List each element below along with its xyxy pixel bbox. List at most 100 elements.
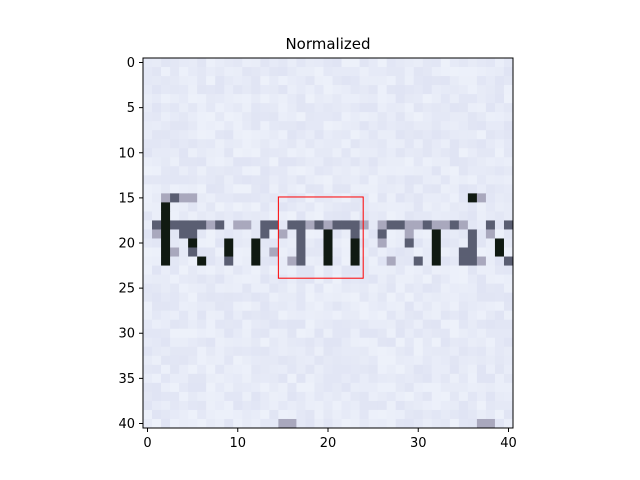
heatmap-cell [161,130,171,140]
heatmap-cell [341,319,351,330]
heatmap-cell [422,166,433,176]
heatmap-cell [233,67,243,77]
heatmap-cell [224,409,234,420]
heatmap-cell [404,85,415,95]
heatmap-cell [233,409,243,420]
heatmap-cell [224,103,234,113]
heatmap-cell [341,211,351,221]
heatmap-cell [440,310,451,321]
heatmap-cell [395,148,406,158]
heatmap-cell [467,103,478,113]
heatmap-cell [197,193,207,203]
heatmap-cell [251,94,261,104]
heatmap-cell [197,94,207,104]
heatmap-cell [287,364,297,375]
heatmap-cell [368,220,379,230]
heatmap-cell [458,121,469,131]
heatmap-cell [431,328,442,339]
heatmap-cell [296,67,306,77]
heatmap-cell [449,211,460,221]
heatmap-cell [224,139,234,149]
heatmap-cell [458,337,469,348]
x-tick-label: 10 [229,436,246,451]
heatmap-cell [494,76,505,86]
heatmap-cell [503,121,514,131]
heatmap-cell [395,76,406,86]
y-tick-label: 10 [118,146,135,161]
heatmap-cell [188,418,198,429]
heatmap-cell [413,337,424,348]
heatmap-cell [242,274,252,285]
heatmap-cell [179,76,189,86]
heatmap-cell [485,400,496,411]
heatmap-cell [422,391,433,402]
heatmap-cell [170,94,180,104]
heatmap-cell [476,193,487,203]
heatmap-cell [377,373,388,384]
heatmap-cell [413,157,424,167]
heatmap-cell [197,247,207,257]
heatmap-cell [215,364,225,375]
heatmap-cell [368,76,379,86]
heatmap-cell [503,103,514,113]
heatmap-cell [494,301,505,312]
heatmap-cell [161,175,171,185]
heatmap-cell [323,148,333,158]
heatmap-cell [188,58,198,68]
heatmap-cell [404,202,415,212]
heatmap-cell [161,67,171,77]
heatmap-cell [188,319,198,330]
heatmap-cell [161,202,171,212]
heatmap-cell [359,337,370,348]
heatmap-cell [341,67,351,77]
heatmap-cell [386,247,397,257]
heatmap-cell [503,58,514,68]
heatmap-cell [377,94,388,104]
heatmap-cell [188,130,198,140]
heatmap-cell [503,247,514,257]
heatmap-cell [305,85,315,95]
heatmap-cell [179,265,189,275]
y-tick-label: 25 [118,282,135,297]
heatmap-cell [359,346,370,357]
heatmap-cell [476,94,487,104]
heatmap-cell [332,382,342,393]
heatmap-cell [404,418,415,429]
heatmap-cell [368,238,379,248]
heatmap-cell [287,193,297,203]
heatmap-cell [431,139,442,149]
heatmap-cell [233,382,243,393]
heatmap-cell [251,175,261,185]
heatmap-cell [161,346,171,357]
heatmap-cell [386,238,397,248]
heatmap-cell [413,346,424,357]
heatmap-cell [224,382,234,393]
heatmap-cell [431,85,442,95]
heatmap-cell [197,202,207,212]
heatmap-cell [224,148,234,158]
heatmap-cell [485,58,496,68]
heatmap-cell [161,184,171,194]
heatmap-cell [314,103,324,113]
heatmap-cell [386,139,397,149]
heatmap-cell [485,292,496,303]
heatmap-cell [341,247,351,257]
heatmap-cell [395,391,406,402]
heatmap-cell [152,292,162,303]
heatmap-cell [332,130,342,140]
heatmap-cell [152,193,162,203]
heatmap-cell [161,166,171,176]
heatmap-cell [215,319,225,330]
heatmap-cell [458,283,469,294]
heatmap-cell [467,400,478,411]
heatmap-cell [206,373,216,384]
heatmap-cell [278,211,288,221]
heatmap-cell [377,292,388,303]
heatmap-cell [305,328,315,339]
heatmap-cell [449,310,460,321]
heatmap-cell [395,175,406,185]
heatmap-cell [332,247,342,257]
heatmap-cell [260,139,270,149]
heatmap-cell [332,409,342,420]
